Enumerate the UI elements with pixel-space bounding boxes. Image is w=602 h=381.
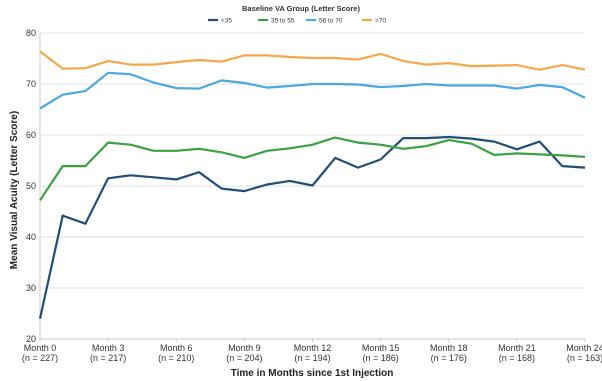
y-tick-label: 70 [26, 79, 36, 89]
x-tick-label: Month 24 [566, 343, 602, 353]
legend-label: 35 to 55 [271, 17, 295, 24]
x-tick-label: Month 9 [228, 343, 261, 353]
x-tick-label: Month 18 [430, 343, 468, 353]
series-lines [38, 50, 586, 319]
series-line [39, 71, 586, 110]
x-tick-label: Month 0 [24, 343, 57, 353]
legend-title: Baseline VA Group (Letter Score) [242, 4, 360, 13]
x-tick-sublabel: (n = 168) [499, 353, 535, 363]
x-tick-sublabel: (n = 176) [431, 353, 467, 363]
x-tick-sublabel: (n = 210) [158, 353, 194, 363]
y-tick-label: 60 [26, 130, 36, 140]
legend-label: >70 [375, 17, 386, 24]
x-tick-label: Month 6 [160, 343, 193, 353]
legend-label: 56 to 70 [319, 17, 343, 24]
x-tick-label: Month 15 [362, 343, 400, 353]
y-tick-label: 80 [26, 28, 36, 38]
x-tick-sublabel: (n = 217) [90, 353, 126, 363]
x-tick-sublabel: (n = 204) [226, 353, 262, 363]
y-axis-ticks: 20 30 40 50 60 70 80 [26, 28, 36, 344]
y-tick-label: 20 [26, 334, 36, 344]
x-tick-sublabel: (n = 163) [567, 353, 602, 363]
x-axis-ticks: Month 0(n = 227)Month 3(n = 217)Month 6(… [22, 339, 602, 363]
x-tick-sublabel: (n = 186) [362, 353, 398, 363]
y-tick-label: 40 [26, 232, 36, 242]
x-tick-label: Month 12 [294, 343, 332, 353]
y-tick-label: 50 [26, 181, 36, 191]
x-tick-label: Month 3 [92, 343, 125, 353]
y-axis-label: Mean Visual Acuity (Letter Score) [9, 111, 20, 269]
legend-items: <35 35 to 55 56 to 70 >70 [208, 17, 386, 24]
legend: Baseline VA Group (Letter Score) <35 35 t… [208, 4, 386, 24]
x-tick-sublabel: (n = 227) [22, 353, 58, 363]
x-tick-label: Month 21 [498, 343, 536, 353]
series-line [39, 50, 586, 71]
legend-label: <35 [221, 17, 232, 24]
y-tick-label: 30 [26, 283, 36, 293]
series-line [39, 136, 586, 201]
x-tick-sublabel: (n = 194) [294, 353, 330, 363]
x-axis-label: Time in Months since 1st Injection [231, 368, 394, 379]
series-line [38, 135, 586, 319]
